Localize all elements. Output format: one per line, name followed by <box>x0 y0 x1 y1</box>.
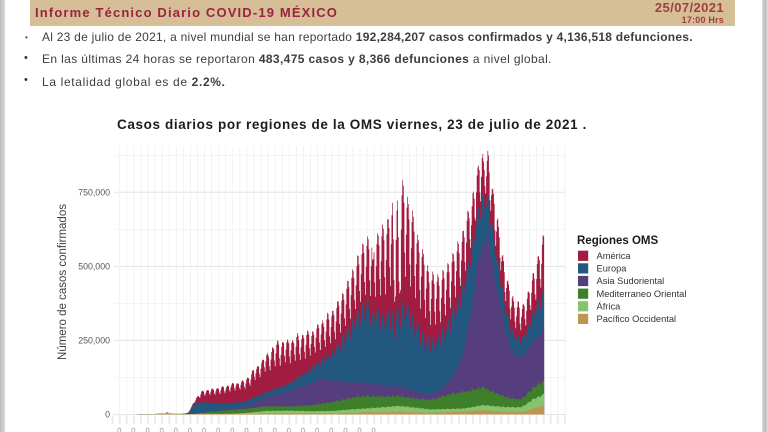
svg-text:750,000: 750,000 <box>78 187 110 197</box>
svg-text:Número de casos confirmados: Número de casos confirmados <box>57 204 69 360</box>
svg-text:África: África <box>597 302 622 312</box>
svg-text:Regiones OMS: Regiones OMS <box>577 235 658 247</box>
svg-text:500,000: 500,000 <box>78 261 110 271</box>
svg-text:Asia Sudoriental: Asia Sudoriental <box>597 276 665 286</box>
svg-text:Pacífico Occidental: Pacífico Occidental <box>597 314 677 324</box>
svg-text:0: 0 <box>105 410 110 420</box>
svg-text:América: América <box>597 251 632 261</box>
svg-text:Europa: Europa <box>597 264 628 274</box>
svg-text:Mediterraneo Oriental: Mediterraneo Oriental <box>597 289 687 299</box>
svg-text:250,000: 250,000 <box>78 335 110 345</box>
